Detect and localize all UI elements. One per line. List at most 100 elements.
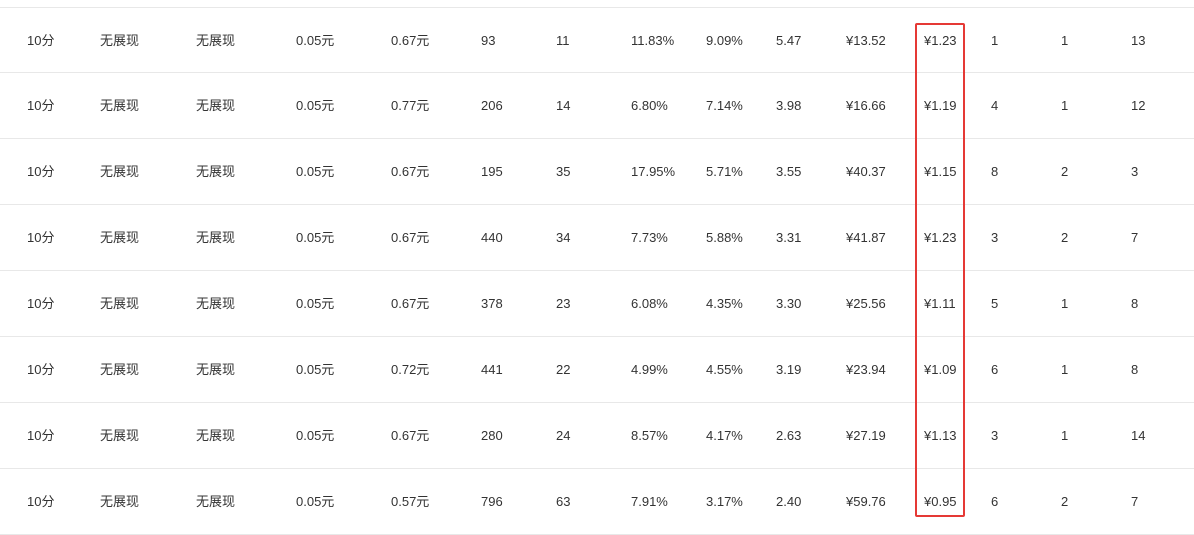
cell-cost: ¥13.52 <box>846 33 886 48</box>
table-row: 10分 无展现 无展现 0.05元 0.67元 195 35 17.95% 5.71% 3.55 ¥… <box>0 139 1194 205</box>
cell-display-a: 无展现 <box>100 230 140 245</box>
cell-duration: 10分 <box>27 296 55 311</box>
cell-display-b: 无展现 <box>196 494 236 509</box>
cell-clicks: 11 <box>556 33 570 48</box>
table-row: 10分 无展现 无展现 0.05元 0.67元 93 11 11.83% 9.09% 5.47 ¥1… <box>0 7 1194 73</box>
cell-duration: 10分 <box>27 230 55 245</box>
cell-display-a: 无展现 <box>100 296 140 311</box>
cell-rank-b: 1 <box>1061 296 1069 311</box>
cell-rank-c: 13 <box>1131 33 1146 48</box>
table-row: 10分 无展现 无展现 0.05元 0.67元 440 34 7.73% 5.88% 3.31 ¥4… <box>0 205 1194 271</box>
cell-bid-min: 0.05元 <box>296 230 335 245</box>
cell-bid-min: 0.05元 <box>296 428 335 443</box>
table-row: 10分 无展现 无展现 0.05元 0.72元 441 22 4.99% 4.55% 3.19 ¥2… <box>0 337 1194 403</box>
cell-rank-c: 8 <box>1131 296 1139 311</box>
cell-ratio: 2.40 <box>776 494 802 509</box>
cell-bid-min: 0.05元 <box>296 98 335 113</box>
cell-ctr: 7.91% <box>631 494 668 509</box>
cell-unit-price: ¥1.15 <box>924 164 957 179</box>
cell-clicks: 23 <box>556 296 571 311</box>
cell-rank-a: 3 <box>991 428 999 443</box>
cell-bid-avg: 0.67元 <box>391 230 430 245</box>
cell-impressions: 796 <box>481 494 503 509</box>
cell-bid-min: 0.05元 <box>296 296 335 311</box>
cell-display-b: 无展现 <box>196 230 236 245</box>
cell-rank-a: 6 <box>991 494 999 509</box>
cell-impressions: 441 <box>481 362 503 377</box>
cell-impressions: 206 <box>481 98 503 113</box>
cell-duration: 10分 <box>27 494 55 509</box>
cell-ctr: 6.08% <box>631 296 668 311</box>
cell-impressions: 280 <box>481 428 503 443</box>
cell-rank-b: 2 <box>1061 494 1069 509</box>
cell-rank-c: 7 <box>1131 230 1139 245</box>
cell-ctr: 4.99% <box>631 362 668 377</box>
cell-rank-c: 7 <box>1131 494 1139 509</box>
cell-rank-b: 2 <box>1061 164 1069 179</box>
cell-rank-c: 12 <box>1131 98 1146 113</box>
cell-rank-b: 1 <box>1061 33 1069 48</box>
cell-conversion-rate: 5.88% <box>706 230 743 245</box>
cell-bid-avg: 0.67元 <box>391 296 430 311</box>
cell-unit-price: ¥1.09 <box>924 362 957 377</box>
cell-ratio: 3.31 <box>776 230 802 245</box>
cell-impressions: 195 <box>481 164 503 179</box>
cell-display-b: 无展现 <box>196 98 236 113</box>
cell-ratio: 3.98 <box>776 98 802 113</box>
cell-cost: ¥16.66 <box>846 98 886 113</box>
cell-ctr: 17.95% <box>631 164 676 179</box>
cell-clicks: 14 <box>556 98 571 113</box>
cell-rank-a: 8 <box>991 164 999 179</box>
cell-display-a: 无展现 <box>100 98 140 113</box>
cell-rank-b: 2 <box>1061 230 1069 245</box>
cell-bid-min: 0.05元 <box>296 362 335 377</box>
cell-conversion-rate: 4.55% <box>706 362 743 377</box>
cell-impressions: 440 <box>481 230 503 245</box>
cell-clicks: 24 <box>556 428 571 443</box>
cell-cost: ¥59.76 <box>846 494 886 509</box>
cell-display-a: 无展现 <box>100 33 140 48</box>
table-row: 10分 无展现 无展现 0.05元 0.57元 796 63 7.91% 3.17% 2.40 ¥5… <box>0 469 1194 535</box>
cell-impressions: 93 <box>481 33 496 48</box>
cell-clicks: 34 <box>556 230 571 245</box>
cell-ctr: 8.57% <box>631 428 668 443</box>
cell-rank-b: 1 <box>1061 98 1069 113</box>
cell-conversion-rate: 4.17% <box>706 428 743 443</box>
cell-rank-c: 14 <box>1131 428 1146 443</box>
cell-unit-price: ¥1.11 <box>924 296 956 311</box>
cell-clicks: 63 <box>556 494 571 509</box>
cell-duration: 10分 <box>27 33 55 48</box>
cell-rank-c: 8 <box>1131 362 1139 377</box>
cell-cost: ¥23.94 <box>846 362 886 377</box>
cell-cost: ¥25.56 <box>846 296 886 311</box>
cell-duration: 10分 <box>27 362 55 377</box>
cell-display-a: 无展现 <box>100 428 140 443</box>
cell-rank-c: 3 <box>1131 164 1139 179</box>
cell-bid-avg: 0.72元 <box>391 362 430 377</box>
cell-ctr: 6.80% <box>631 98 668 113</box>
cell-duration: 10分 <box>27 164 55 179</box>
cell-conversion-rate: 5.71% <box>706 164 743 179</box>
cell-conversion-rate: 9.09% <box>706 33 743 48</box>
cell-cost: ¥40.37 <box>846 164 886 179</box>
cell-duration: 10分 <box>27 98 55 113</box>
cell-rank-a: 4 <box>991 98 999 113</box>
cell-bid-min: 0.05元 <box>296 33 335 48</box>
cell-display-b: 无展现 <box>196 362 236 377</box>
cell-display-a: 无展现 <box>100 494 140 509</box>
cell-ctr: 11.83% <box>631 33 675 48</box>
cell-cost: ¥27.19 <box>846 428 886 443</box>
table-row: 10分 无展现 无展现 0.05元 0.67元 280 24 8.57% 4.17% 2.63 ¥2… <box>0 403 1194 469</box>
cell-rank-a: 5 <box>991 296 999 311</box>
table-row: 10分 无展现 无展现 0.05元 0.77元 206 14 6.80% 7.14% 3.98 ¥1… <box>0 73 1194 139</box>
cell-conversion-rate: 7.14% <box>706 98 743 113</box>
cell-bid-avg: 0.77元 <box>391 98 430 113</box>
cell-rank-a: 3 <box>991 230 999 245</box>
cell-clicks: 35 <box>556 164 571 179</box>
cell-unit-price: ¥1.23 <box>924 230 957 245</box>
cell-display-b: 无展现 <box>196 428 236 443</box>
cell-rank-b: 1 <box>1061 362 1069 377</box>
cell-bid-avg: 0.67元 <box>391 33 430 48</box>
cell-display-b: 无展现 <box>196 296 236 311</box>
